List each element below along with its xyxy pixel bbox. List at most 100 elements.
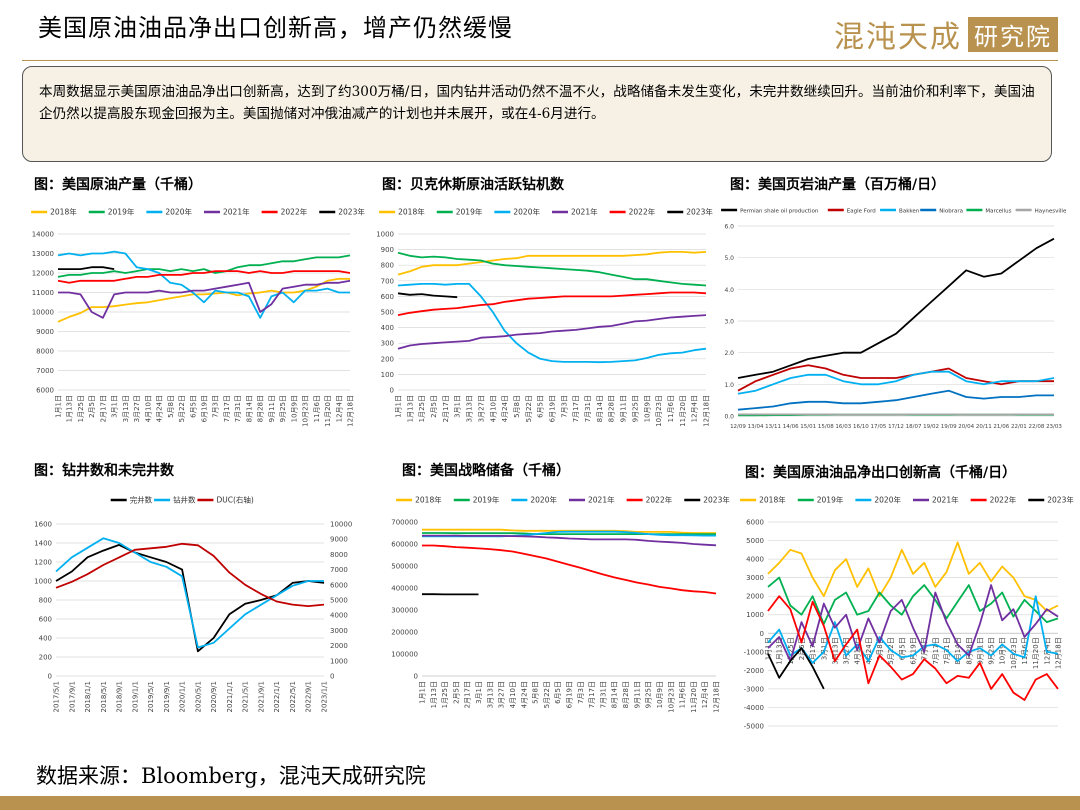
x-tick-label: 1月1日 — [765, 637, 773, 660]
x-tick-label: 12月4日 — [691, 395, 699, 422]
y-tick-label: 200 — [381, 355, 394, 363]
y-tick-label: 600000 — [391, 541, 418, 549]
logo-brand-text: 混沌天成 — [834, 20, 962, 55]
chart-title-rigs-duc: 图：钻井数和未完井数 — [34, 463, 174, 479]
x-tick-label: 2月17日 — [464, 681, 472, 708]
y-tick-label: 800 — [39, 597, 52, 605]
x-tick-label: 2021/1/1 — [226, 681, 234, 712]
x-tick-label: 19/02 — [923, 424, 939, 430]
x-tick-label: 3月27日 — [133, 395, 141, 422]
series-line — [422, 528, 716, 534]
legend-label: Bakken — [899, 209, 920, 215]
x-tick-label: 3月1日 — [111, 395, 119, 418]
x-tick-label: 12月18日 — [347, 395, 355, 427]
x-tick-label: 7月3日 — [577, 681, 585, 704]
x-tick-label: 2022/9/1 — [305, 681, 313, 712]
y-tick-label: 2000 — [746, 593, 764, 601]
x-tick-label: 16/10 — [853, 424, 869, 430]
y2-tick-label: 4000 — [330, 612, 348, 620]
y-tick-label: 1200 — [34, 559, 52, 567]
x-tick-label: 2022/5/1 — [289, 681, 297, 712]
legend-label: 2018年 — [50, 207, 77, 217]
x-tick-label: 22/01 — [1011, 424, 1027, 430]
x-tick-label: 4月24日 — [156, 395, 164, 422]
x-tick-label: 7月31日 — [234, 395, 242, 422]
chart-title-crude-production: 图：美国原油产量（千桶） — [34, 177, 202, 193]
legend-label: 2020年 — [513, 207, 540, 217]
x-tick-label: 2019/1/1 — [131, 681, 139, 712]
x-tick-label: 6月19日 — [549, 395, 557, 422]
y-tick-label: 400 — [381, 324, 394, 332]
x-tick-label: 4月24日 — [865, 637, 873, 664]
series-line — [397, 251, 707, 287]
x-tick-label: 8月28日 — [257, 395, 265, 422]
x-tick-label: 6月19日 — [201, 395, 209, 422]
bottom-bar — [0, 796, 1080, 810]
y-tick-label: 6.0 — [724, 224, 734, 231]
x-tick-label: 11月6日 — [679, 681, 687, 708]
x-tick-label: 11月20日 — [679, 395, 687, 427]
y-tick-label: 600 — [39, 616, 52, 624]
x-tick-label: 10月9日 — [999, 637, 1007, 664]
x-tick-label: 2018/5/1 — [100, 681, 108, 712]
y2-tick-label: 1000 — [330, 657, 348, 665]
x-tick-label: 7月17日 — [572, 395, 580, 422]
y-tick-label: 1.0 — [724, 382, 734, 389]
legend-label: 2020年 — [165, 207, 192, 217]
y2-tick-label: 6000 — [330, 581, 348, 589]
x-tick-label: 23/03 — [1046, 424, 1062, 430]
x-tick-label: 9月11日 — [976, 637, 984, 664]
series-line — [737, 370, 1055, 395]
y-tick-label: 5.0 — [724, 255, 734, 262]
series-line — [57, 270, 351, 284]
y-tick-label: 5000 — [746, 537, 764, 545]
x-tick-label: 15/08 — [818, 424, 834, 430]
chart-net-exports: -5000 -4000 -3000 -2000 -1000 0 1000 2000 3000 40… — [740, 495, 1074, 731]
series-line — [58, 266, 115, 270]
legend-label: 2022年 — [281, 207, 308, 217]
x-tick-label: 11月6日 — [667, 395, 675, 422]
y-tick-label: 100 — [381, 371, 394, 379]
chart-title-shale-production: 图：美国页岩油产量（百万桶/日） — [730, 177, 946, 193]
y-tick-label: 11000 — [32, 289, 54, 297]
x-tick-label: 9月25日 — [631, 395, 639, 422]
legend-label: 2019年 — [473, 495, 500, 505]
y-tick-label: 500 — [381, 309, 394, 317]
x-tick-label: 3月27日 — [843, 637, 851, 664]
x-tick-label: 2022/1/1 — [273, 681, 281, 712]
x-tick-label: 8月14日 — [954, 637, 962, 664]
x-tick-label: 2月5日 — [452, 681, 460, 704]
y-tick-label: 0 — [48, 673, 52, 681]
x-tick-label: 12/09 — [730, 424, 746, 430]
y-tick-label: -3000 — [744, 685, 764, 693]
series-line — [57, 250, 350, 319]
series-line — [57, 277, 350, 323]
series-line — [397, 283, 707, 364]
x-tick-label: 5月8日 — [167, 395, 175, 418]
x-tick-label: 2017/9/1 — [68, 681, 76, 712]
y-tick-label: 400 — [39, 635, 52, 643]
x-tick-label: 2月17日 — [809, 637, 817, 664]
y-tick-label: 6000 — [746, 519, 764, 527]
y-tick-label: 0.0 — [724, 414, 734, 421]
legend-label: 2021年 — [588, 495, 615, 505]
summary-box: 本周数据显示美国原油油品净出口创新高，达到了约300万桶/日，国内钻井活动仍然不… — [22, 66, 1052, 162]
x-tick-label: 8月14日 — [596, 395, 604, 422]
x-tick-label: 6月19日 — [910, 637, 918, 664]
x-tick-label: 7月3日 — [212, 395, 220, 418]
x-tick-label: 7月31日 — [584, 395, 592, 422]
series-line — [55, 544, 325, 653]
y-tick-label: 1000 — [376, 231, 394, 239]
x-tick-label: 12月18日 — [1055, 637, 1063, 669]
data-source: 数据来源：Bloomberg，混沌天成研究院 — [36, 764, 426, 788]
x-tick-label: 7月17日 — [932, 637, 940, 664]
y-tick-label: 3.0 — [724, 319, 734, 326]
y-tick-label: 2.0 — [724, 350, 734, 357]
legend-label: 2018年 — [759, 495, 786, 505]
x-tick-label: 5月8日 — [513, 395, 521, 418]
x-tick-label: 17/12 — [888, 424, 904, 430]
x-tick-label: 20/04 — [958, 424, 974, 430]
x-tick-label: 17/05 — [871, 424, 887, 430]
chart-title-net-exports: 图：美国原油油品净出口创新高（千桶/日） — [745, 465, 1017, 481]
x-tick-label: 6月5日 — [898, 637, 906, 660]
